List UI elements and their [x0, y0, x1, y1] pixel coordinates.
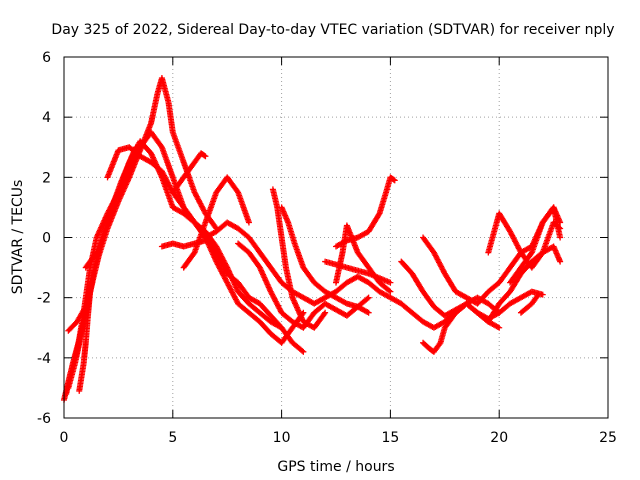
series-arc-14 — [278, 204, 372, 316]
data-point-fill — [390, 176, 397, 183]
series-arc-16 — [333, 222, 394, 295]
data-point-fill — [212, 224, 219, 231]
y-tick-label: 0 — [42, 231, 51, 247]
data-point — [202, 153, 209, 160]
y-tick-label: 4 — [42, 110, 51, 126]
series-arc-12 — [235, 240, 372, 331]
data-point — [300, 348, 307, 355]
x-tick-label: 0 — [60, 430, 69, 446]
y-tick-label: -2 — [37, 291, 51, 307]
data-point — [245, 219, 252, 226]
data-point — [322, 309, 329, 316]
data-point-fill — [375, 211, 382, 218]
series-arc-7 — [104, 144, 307, 355]
y-tick-label: 2 — [42, 170, 51, 186]
data-point — [391, 177, 398, 184]
data-point — [496, 324, 503, 331]
plot-area — [61, 75, 564, 403]
x-tick-label: 15 — [381, 430, 399, 446]
data-point-fill — [364, 295, 371, 302]
grid — [64, 57, 608, 418]
data-point — [87, 288, 94, 295]
series-arc-15 — [333, 174, 398, 250]
series-arc-24 — [517, 291, 542, 316]
y-tick-label: 6 — [42, 50, 51, 66]
data-point — [365, 294, 372, 301]
chart-title: Day 325 of 2022, Sidereal Day-to-day VTE… — [51, 22, 614, 38]
data-point — [557, 225, 564, 232]
data-point — [557, 219, 564, 226]
data-point-fill — [534, 292, 541, 299]
data-point — [365, 309, 372, 316]
x-tick-label: 20 — [490, 430, 508, 446]
series-arc-10 — [180, 174, 252, 271]
y-axis-label: SDTVAR / TECUs — [10, 180, 26, 295]
data-point — [496, 309, 503, 316]
axis-ticks: 0 5 10 15 20 25 -6 -4 -2 0 2 4 6 — [37, 50, 617, 446]
x-tick-label: 25 — [599, 430, 617, 446]
series-arc-5 — [76, 288, 94, 394]
y-tick-label: -4 — [37, 351, 51, 367]
data-point — [89, 279, 96, 286]
x-axis-label: GPS time / hours — [277, 459, 394, 475]
data-point-fill — [321, 310, 328, 317]
data-point-fill — [201, 152, 208, 159]
data-point — [557, 234, 564, 241]
data-point — [557, 258, 564, 265]
data-point — [387, 288, 394, 295]
data-point — [535, 291, 542, 298]
series-arc-9 — [169, 150, 209, 196]
series-arc-23 — [507, 204, 564, 286]
series-arc-22 — [474, 243, 564, 325]
series-arc-13 — [269, 186, 329, 331]
series-arc-17 — [322, 258, 394, 286]
data-point-fill — [299, 347, 306, 354]
data-point — [387, 279, 394, 286]
x-tick-label: 5 — [168, 430, 177, 446]
y-tick-label: -6 — [37, 411, 51, 427]
series-arc-19 — [420, 294, 503, 355]
data-point-fill — [556, 224, 563, 231]
x-tick-label: 10 — [273, 430, 291, 446]
data-point-fill — [386, 287, 393, 294]
